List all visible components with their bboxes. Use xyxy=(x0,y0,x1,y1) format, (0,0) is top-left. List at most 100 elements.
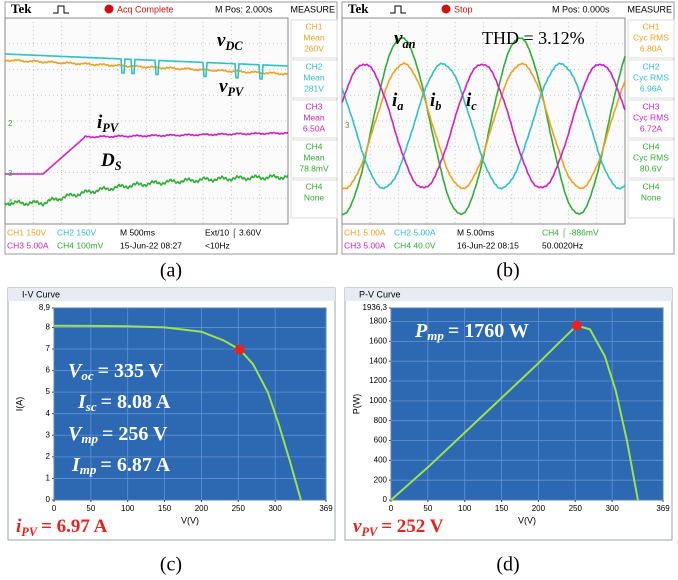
y-axis-label: I(A) xyxy=(14,397,24,412)
value-text: = 1760 W xyxy=(448,320,529,342)
measure-value: 6.72A xyxy=(640,123,663,133)
x-tick-label: 0 xyxy=(389,504,394,513)
chart-panel: P-V Curve0200400600800100012001400160018… xyxy=(345,288,672,540)
subscript: mp xyxy=(80,462,97,477)
subscript: sc xyxy=(85,399,97,414)
y-tick-label: 7 xyxy=(46,344,51,353)
subscript: b xyxy=(435,99,441,113)
status: Acq Complete xyxy=(117,4,174,14)
value-text: = 8.08 A xyxy=(101,391,171,413)
value-text: = 6.87 A xyxy=(100,454,170,476)
measure-value: 6.50A xyxy=(303,123,326,133)
measure-label: None xyxy=(304,192,325,202)
status: Stop xyxy=(454,4,473,14)
footer-text: CH2 150V xyxy=(57,227,97,237)
footer-text: CH3 5.00A xyxy=(344,240,386,250)
subscript: mp xyxy=(427,328,444,343)
measure-label: Mean xyxy=(303,32,325,42)
y-tick-label: 8,9 xyxy=(39,303,51,312)
chart-title: P-V Curve xyxy=(359,289,401,299)
subscript: PV xyxy=(102,121,120,135)
measure-label: Mean xyxy=(303,72,325,82)
measure-label: Mean xyxy=(303,112,325,122)
measure-label: Mean xyxy=(303,152,325,162)
footer-text: CH1 5.00A xyxy=(344,227,386,237)
footer-text: <10Hz xyxy=(205,240,230,250)
x-tick-label: 150 xyxy=(495,504,509,513)
x-tick-label: 369 xyxy=(319,504,333,513)
y-tick-label: 1000 xyxy=(369,396,387,405)
brand: Tek xyxy=(11,1,32,16)
x-tick-label: 369 xyxy=(656,504,670,513)
caption: (a) xyxy=(160,260,182,282)
y-tick-label: 2 xyxy=(46,452,51,461)
measure-label: Cyc RMS xyxy=(633,72,669,82)
measure-channel: CH3 xyxy=(642,101,659,111)
measure-value: 78.8mV xyxy=(299,163,329,173)
y-tick-label: 1 xyxy=(46,474,51,483)
measure-channel: CH4 xyxy=(642,181,659,191)
symbol: P xyxy=(414,320,428,342)
measure-channel: CH4 xyxy=(305,181,322,191)
subscript: oc xyxy=(81,368,94,383)
measure-value: 281V xyxy=(304,83,324,93)
subscript: S xyxy=(115,159,122,173)
ground-marker: 2 xyxy=(8,119,13,128)
ground-marker: 4 xyxy=(8,198,13,207)
brand: Tek xyxy=(348,1,369,16)
x-tick-label: 300 xyxy=(605,504,619,513)
symbol: D xyxy=(100,150,115,171)
y-tick-label: 200 xyxy=(374,475,388,484)
x-axis-label: V(V) xyxy=(518,515,536,525)
chart-title: I-V Curve xyxy=(22,289,60,299)
measure-label: Cyc RMS xyxy=(633,112,669,122)
menu: MEASURE xyxy=(627,4,672,14)
measure-value: 6.80A xyxy=(640,43,663,53)
y-axis-label: P(W) xyxy=(351,394,361,415)
scope-panel: TekStopM Pos: 0.000sMEASURE3vaniaibicTHD… xyxy=(342,1,674,254)
ground-marker: 3 xyxy=(345,121,350,130)
subscript: a xyxy=(397,99,403,113)
measure-channel: CH1 xyxy=(642,21,659,31)
y-tick-label: 8 xyxy=(46,323,51,332)
x-tick-label: 100 xyxy=(121,504,135,513)
value-text: = 335 V xyxy=(98,360,164,382)
value-text: = 252 V xyxy=(381,516,443,537)
footer-text: Ext/10 ⌠ 3.60V xyxy=(205,227,261,238)
measure-value: 6.96A xyxy=(640,83,663,93)
caption: (d) xyxy=(496,554,519,576)
y-tick-label: 0 xyxy=(383,495,388,504)
subscript: PV xyxy=(361,525,379,539)
status-dot xyxy=(105,5,114,14)
y-tick-label: 6 xyxy=(46,366,51,375)
x-tick-label: 300 xyxy=(268,504,282,513)
x-tick-label: 50 xyxy=(86,504,95,513)
y-tick-label: 1400 xyxy=(369,356,387,365)
y-tick-label: 600 xyxy=(374,436,388,445)
measure-channel: CH2 xyxy=(305,61,322,71)
y-tick-label: 1600 xyxy=(369,336,387,345)
figure: TekAcq CompleteM Pos: 2.000sMEASURE234vD… xyxy=(0,0,678,580)
y-tick-label: 1200 xyxy=(369,376,387,385)
measure-channel: CH4 xyxy=(305,141,322,151)
subscript: mp xyxy=(81,431,98,446)
value-text: = 256 V xyxy=(102,423,168,445)
operating-point xyxy=(235,345,245,355)
footer-text: CH4 40.0V xyxy=(394,240,436,250)
measure-channel: CH1 xyxy=(305,21,322,31)
footer-text: 16-Jun-22 08:15 xyxy=(457,240,519,250)
x-tick-label: 250 xyxy=(569,504,583,513)
operating-point xyxy=(572,320,582,330)
menu: MEASURE xyxy=(290,4,335,14)
footer-text: 50.0020Hz xyxy=(542,240,583,250)
x-axis-label: V(V) xyxy=(181,515,199,525)
subscript: DC xyxy=(224,39,243,53)
status-dot xyxy=(442,5,451,14)
measure-channel: CH4 xyxy=(642,141,659,151)
measure-channel: CH3 xyxy=(305,101,322,111)
x-tick-label: 200 xyxy=(532,504,546,513)
y-tick-label: 0 xyxy=(46,495,51,504)
measure-label: None xyxy=(641,192,662,202)
